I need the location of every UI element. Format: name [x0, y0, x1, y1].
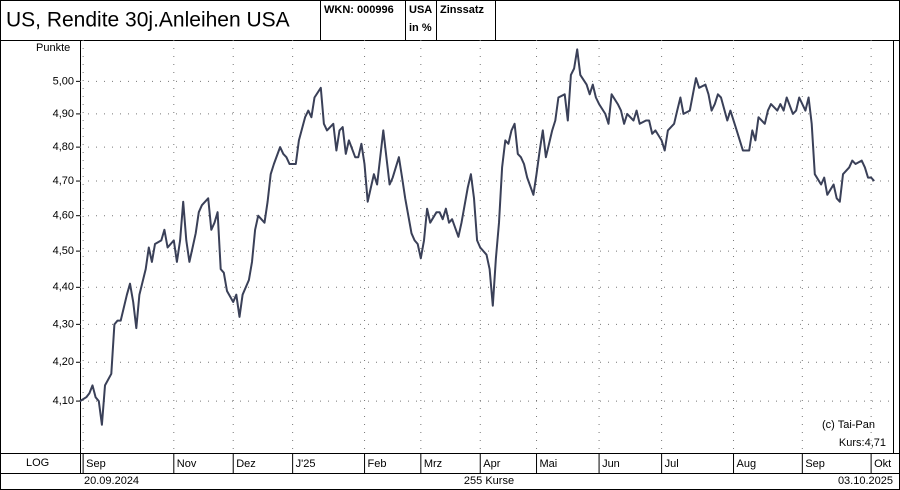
y-tick-label: 4,50: [53, 245, 74, 257]
x-tick-label: Feb: [368, 458, 387, 470]
x-tick-label: Okt: [874, 458, 891, 470]
category: Zinssatz: [440, 4, 485, 16]
y-tick-label: 5,00: [53, 75, 74, 87]
chart-title: US, Rendite 30j.Anleihen USA: [6, 9, 290, 32]
y-tick-label: 4,30: [53, 318, 74, 330]
copyright: (c) Tai-Pan: [822, 419, 875, 431]
x-tick-label: Apr: [483, 458, 500, 470]
x-tick-label: Aug: [737, 458, 757, 470]
y-tick-label: 4,70: [53, 175, 74, 187]
y-tick-label: 4,80: [53, 141, 74, 153]
y-tick-label: 4,20: [53, 356, 74, 368]
currency: USA: [409, 4, 432, 16]
y-tick-label: 4,60: [53, 210, 74, 222]
x-tick-label: Sep: [805, 458, 825, 470]
unit: in %: [409, 22, 432, 34]
scale-label: LOG: [26, 457, 49, 469]
wkn: WKN: 000996: [324, 4, 394, 16]
price-line: [79, 48, 875, 426]
y-tick-label: 4,40: [53, 281, 74, 293]
start-date: 20.09.2024: [84, 475, 139, 487]
y-tick-label: 4,10: [53, 395, 74, 407]
y-tick-label: 4,90: [53, 108, 74, 120]
x-tick-label: Mrz: [424, 458, 442, 470]
x-tick-label: Mai: [540, 458, 558, 470]
last-price: Kurs:4,71: [839, 437, 886, 449]
x-tick-label: J'25: [296, 458, 316, 470]
x-tick-label: Dez: [236, 458, 256, 470]
x-tick-label: Sep: [86, 458, 106, 470]
x-tick-label: Jun: [602, 458, 620, 470]
end-date: 03.10.2025: [838, 475, 893, 487]
x-tick-label: Nov: [177, 458, 197, 470]
y-axis-label: Punkte: [36, 42, 70, 54]
x-tick-label: Jul: [665, 458, 679, 470]
count-label: 255 Kurse: [464, 475, 514, 487]
